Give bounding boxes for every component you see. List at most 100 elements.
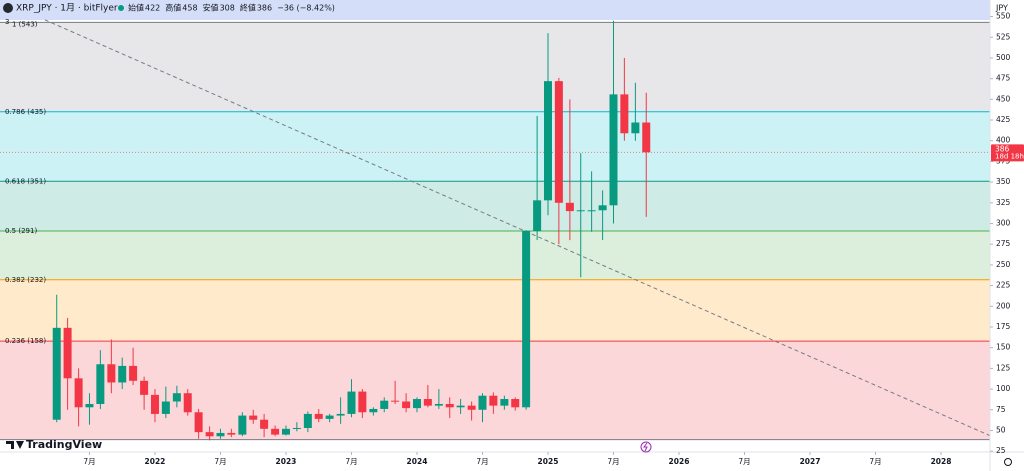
candle-body bbox=[336, 413, 345, 416]
candle-body bbox=[598, 205, 607, 211]
ohlc-label: 終値 bbox=[240, 3, 256, 13]
candle-body bbox=[533, 200, 542, 231]
y-tick-label: 150 bbox=[996, 343, 1011, 352]
y-tick-label: 400 bbox=[996, 136, 1011, 145]
x-tick-label: 7月 bbox=[476, 457, 488, 466]
countdown: 18d 18h bbox=[995, 152, 1024, 160]
candle-body bbox=[52, 327, 61, 420]
candle-body bbox=[467, 405, 476, 410]
ohlc-label: 高値 bbox=[165, 3, 181, 13]
candle-body bbox=[172, 393, 181, 402]
candle-body bbox=[434, 403, 443, 406]
settings-icon[interactable] bbox=[1004, 458, 1012, 466]
x-tick-label: 7月 bbox=[83, 457, 95, 466]
ohlc-label: 安値 bbox=[203, 3, 219, 13]
candle-body bbox=[249, 415, 258, 420]
candle-body bbox=[391, 400, 400, 402]
candle-body bbox=[445, 403, 454, 408]
fib-label: 0.236 (158) bbox=[5, 337, 46, 345]
candle-body bbox=[129, 365, 138, 381]
symbol-logo[interactable] bbox=[3, 3, 13, 13]
fib-band bbox=[0, 181, 990, 231]
y-tick-label: 200 bbox=[996, 301, 1011, 310]
candle-body bbox=[140, 380, 149, 395]
candle-body bbox=[489, 395, 498, 406]
header-bg bbox=[0, 0, 990, 20]
candle-body bbox=[183, 393, 192, 413]
y-tick-label: 550 bbox=[996, 12, 1011, 21]
candle-body bbox=[511, 399, 520, 408]
candle-body bbox=[587, 210, 596, 212]
x-tick-label: 2022 bbox=[145, 457, 166, 466]
x-tick-label: 2025 bbox=[538, 457, 559, 466]
candle-body bbox=[161, 401, 170, 414]
candle-body bbox=[620, 94, 629, 134]
y-tick-label: 325 bbox=[996, 198, 1011, 207]
candle-body bbox=[194, 412, 203, 433]
fib-label: 0.786 (435) bbox=[5, 108, 46, 116]
candle-body bbox=[631, 122, 640, 134]
fib-band bbox=[0, 22, 990, 112]
candle-body bbox=[74, 378, 83, 408]
last-price-label: 386 bbox=[995, 144, 1010, 153]
fib-band bbox=[0, 341, 990, 440]
event-icon[interactable] bbox=[640, 441, 652, 453]
y-tick-label: 225 bbox=[996, 281, 1011, 290]
ohlc-value: 422 bbox=[145, 4, 160, 13]
fib-label: 0.382 (232) bbox=[5, 276, 46, 284]
brand-logo bbox=[6, 441, 24, 449]
ohlc-value: 458 bbox=[182, 4, 197, 13]
candle-body bbox=[500, 399, 509, 406]
candle-body bbox=[216, 432, 225, 437]
y-tick-label: 100 bbox=[996, 384, 1011, 393]
change: −36 (−8.42%) bbox=[277, 4, 335, 13]
candle-body bbox=[260, 419, 269, 429]
x-tick-label: 7月 bbox=[869, 457, 881, 466]
ohlc-label: 始値 bbox=[128, 3, 144, 13]
y-tick-label: 475 bbox=[996, 74, 1011, 83]
x-tick-label: 2023 bbox=[276, 457, 297, 466]
candle-body bbox=[227, 432, 236, 435]
candle-body bbox=[85, 403, 94, 408]
candle-body bbox=[107, 364, 116, 383]
x-tick-label: 7月 bbox=[345, 457, 357, 466]
y-tick-label: 125 bbox=[996, 363, 1011, 372]
plot-bg bbox=[0, 0, 990, 452]
brand: TradingView bbox=[26, 438, 102, 451]
candle-body bbox=[118, 365, 127, 383]
y-tick-label: 275 bbox=[996, 239, 1011, 248]
candle-body bbox=[423, 399, 432, 406]
status-dot bbox=[118, 5, 124, 11]
candle-body bbox=[380, 400, 389, 409]
candle-body bbox=[565, 202, 574, 212]
y-tick-label: 525 bbox=[996, 32, 1011, 41]
candle-body bbox=[292, 427, 301, 429]
fib-label: 0.5 (291) bbox=[5, 227, 37, 235]
candle-body bbox=[238, 415, 247, 435]
trend-line bbox=[44, 19, 990, 436]
candle-body bbox=[412, 399, 421, 409]
candle-body bbox=[609, 94, 618, 206]
last-price-box bbox=[991, 144, 1024, 162]
y-tick-label: 450 bbox=[996, 94, 1011, 103]
candle-body bbox=[369, 408, 378, 413]
candle-body bbox=[96, 364, 105, 404]
x-tick-label: 7月 bbox=[607, 457, 619, 466]
fib-band bbox=[0, 230, 990, 280]
y-tick-label: 75 bbox=[996, 405, 1006, 414]
candle-body bbox=[642, 122, 651, 153]
candle-body bbox=[325, 415, 334, 419]
fib-band bbox=[0, 279, 990, 342]
y-tick-label: 500 bbox=[996, 53, 1011, 62]
ohlc-value: 308 bbox=[220, 4, 235, 13]
y-tick-label: 25 bbox=[996, 446, 1006, 455]
candle-body bbox=[281, 428, 290, 435]
y-tick-label: 250 bbox=[996, 260, 1011, 269]
fib-label: 1 (543) bbox=[12, 20, 38, 28]
y-tick-label: 175 bbox=[996, 322, 1011, 331]
collapse-icon[interactable]: 3 bbox=[5, 18, 9, 26]
symbol[interactable]: XRP_JPY · 1月 · bitFlyer bbox=[16, 3, 118, 14]
x-tick-label: 2027 bbox=[800, 457, 821, 466]
candle-body bbox=[456, 405, 465, 408]
